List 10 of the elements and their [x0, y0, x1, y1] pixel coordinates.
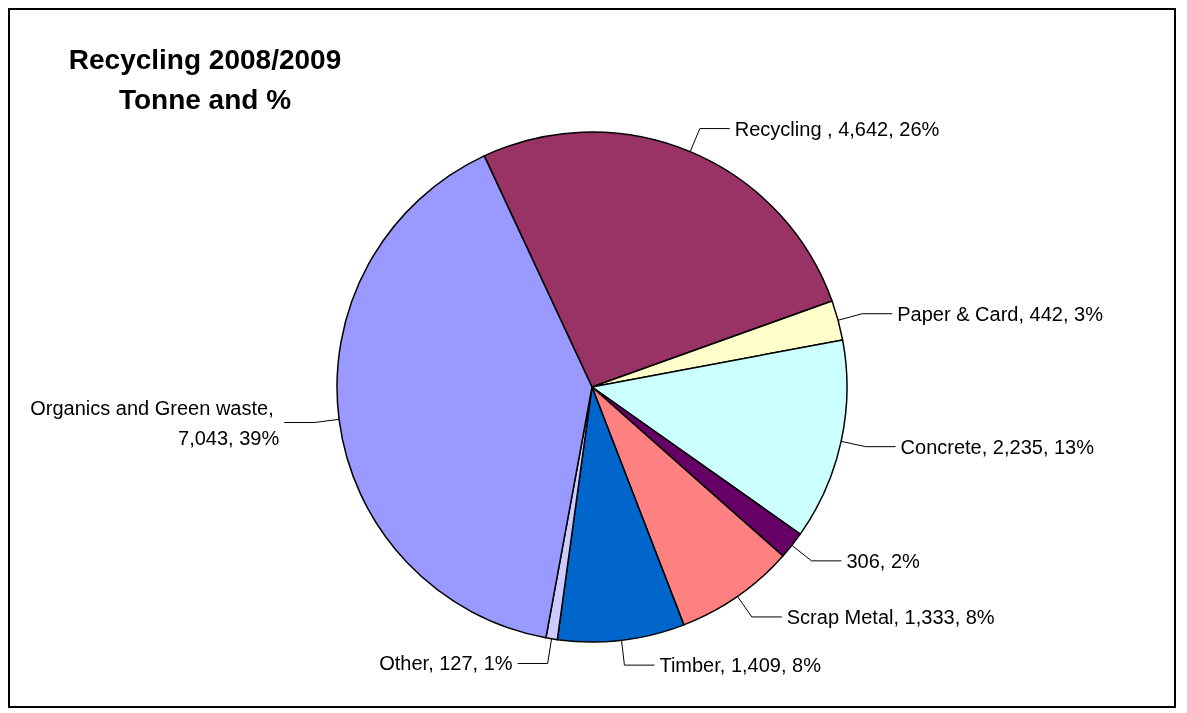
slice-label: Paper & Card, 442, 3%: [897, 302, 1104, 325]
slice-label: Organics and Green waste, 7,043, 39%: [30, 396, 280, 449]
chart-subtitle: Tonne and %: [118, 83, 292, 115]
chart-title: Recycling 2008/2009: [68, 43, 342, 75]
slice-label: Recycling , 4,642, 26%: [734, 117, 940, 140]
slice-label: Timber, 1,409, 8%: [659, 654, 822, 677]
slice-label: Other, 127, 1%: [379, 652, 513, 675]
data-label: 306, 2%: [846, 549, 921, 572]
slice-label: Scrap Metal, 1,333, 8%: [786, 605, 995, 628]
slice-label: Concrete, 2,235, 13%: [900, 435, 1095, 458]
